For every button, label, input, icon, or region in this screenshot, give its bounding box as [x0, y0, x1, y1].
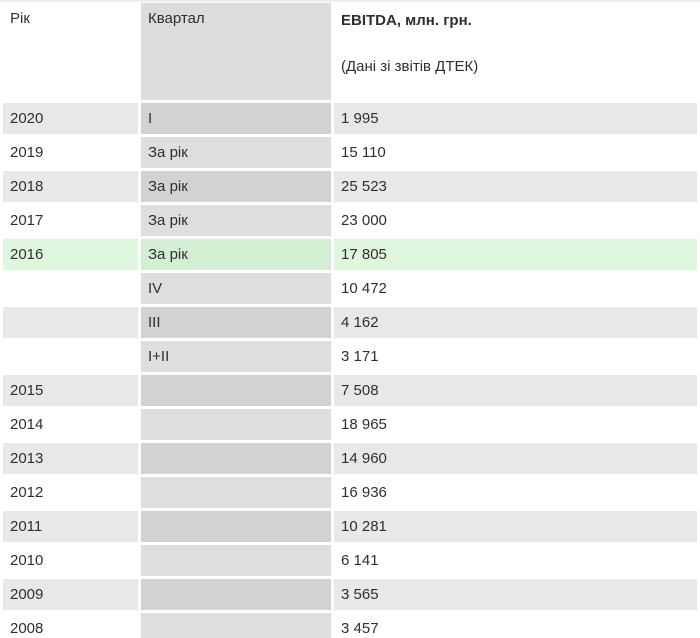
year-cell: 2008	[3, 613, 138, 638]
value-cell: 10 472	[334, 273, 697, 304]
column-header-value: EBITDA, млн. грн. (Дані зі звітів ДТЕК)	[334, 3, 697, 100]
quarter-cell	[141, 477, 331, 508]
value-cell: 4 162	[334, 307, 697, 338]
year-cell: 2009	[3, 579, 138, 610]
year-cell: 2018	[3, 171, 138, 202]
table-body: 2020 I 1 995 2019 За рік 15 110 2018 За …	[3, 103, 697, 638]
header-row: Рік Квартал EBITDA, млн. грн. (Дані зі з…	[3, 3, 697, 100]
year-cell: 2011	[3, 511, 138, 542]
year-cell	[3, 307, 138, 338]
table-row: 2017 За рік 23 000	[3, 205, 697, 236]
table-row: 2009 3 565	[3, 579, 697, 610]
value-column-title: EBITDA, млн. грн.	[341, 12, 472, 29]
year-cell: 2010	[3, 545, 138, 576]
year-cell: 2012	[3, 477, 138, 508]
table-row: 2010 6 141	[3, 545, 697, 576]
quarter-cell	[141, 545, 331, 576]
year-cell: 2014	[3, 409, 138, 440]
table-row-highlighted: 2016 За рік 17 805	[3, 239, 697, 270]
quarter-cell	[141, 409, 331, 440]
value-cell: 10 281	[334, 511, 697, 542]
year-cell: 2013	[3, 443, 138, 474]
quarter-cell: I	[141, 103, 331, 134]
quarter-cell: III	[141, 307, 331, 338]
year-cell: 2020	[3, 103, 138, 134]
table-row: IV 10 472	[3, 273, 697, 304]
value-cell: 3 457	[334, 613, 697, 638]
quarter-cell	[141, 579, 331, 610]
table-row: 2013 14 960	[3, 443, 697, 474]
year-cell: 2019	[3, 137, 138, 168]
year-cell	[3, 273, 138, 304]
table-header: Рік Квартал EBITDA, млн. грн. (Дані зі з…	[3, 3, 697, 100]
year-cell: 2016	[3, 239, 138, 270]
quarter-cell	[141, 443, 331, 474]
value-cell: 3 565	[334, 579, 697, 610]
table-row: 2012 16 936	[3, 477, 697, 508]
quarter-cell: IV	[141, 273, 331, 304]
value-cell: 23 000	[334, 205, 697, 236]
table-row: 2011 10 281	[3, 511, 697, 542]
value-cell: 7 508	[334, 375, 697, 406]
value-cell: 16 936	[334, 477, 697, 508]
quarter-cell: За рік	[141, 171, 331, 202]
year-cell: 2017	[3, 205, 138, 236]
value-cell: 6 141	[334, 545, 697, 576]
year-cell	[3, 341, 138, 372]
value-cell: 17 805	[334, 239, 697, 270]
value-cell: 25 523	[334, 171, 697, 202]
quarter-cell	[141, 375, 331, 406]
table-row: I+II 3 171	[3, 341, 697, 372]
table-row: 2020 I 1 995	[3, 103, 697, 134]
table-row: 2019 За рік 15 110	[3, 137, 697, 168]
column-header-year: Рік	[3, 3, 138, 100]
quarter-cell	[141, 511, 331, 542]
column-header-quarter: Квартал	[141, 3, 331, 100]
quarter-cell	[141, 613, 331, 638]
value-cell: 1 995	[334, 103, 697, 134]
quarter-cell: За рік	[141, 239, 331, 270]
year-cell: 2015	[3, 375, 138, 406]
value-cell: 3 171	[334, 341, 697, 372]
table-top-border	[0, 0, 700, 2]
value-cell: 18 965	[334, 409, 697, 440]
quarter-cell: За рік	[141, 137, 331, 168]
table-row: 2018 За рік 25 523	[3, 171, 697, 202]
value-column-subtitle: (Дані зі звітів ДТЕК)	[341, 58, 479, 75]
table-row: 2014 18 965	[3, 409, 697, 440]
quarter-cell: За рік	[141, 205, 331, 236]
table-row: 2015 7 508	[3, 375, 697, 406]
quarter-cell: I+II	[141, 341, 331, 372]
table-row: 2008 3 457	[3, 613, 697, 638]
table-row: III 4 162	[3, 307, 697, 338]
value-cell: 14 960	[334, 443, 697, 474]
value-cell: 15 110	[334, 137, 697, 168]
